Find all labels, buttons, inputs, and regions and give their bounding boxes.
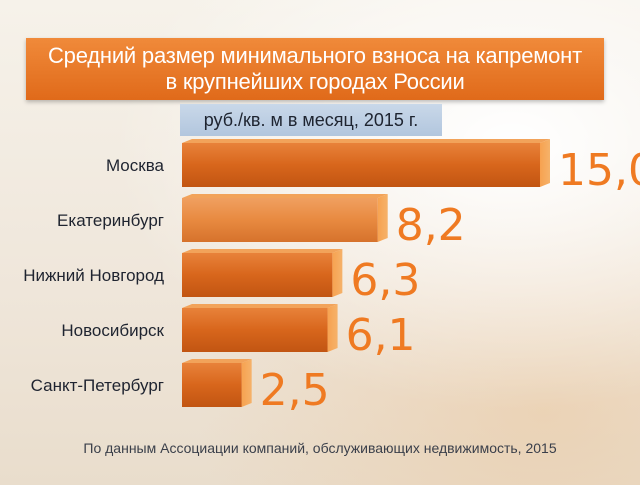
bar-top-face xyxy=(182,359,252,363)
category-label: Екатеринбург xyxy=(57,211,164,230)
value-label: 15,0 xyxy=(558,145,640,196)
bar xyxy=(182,253,333,297)
bar xyxy=(182,363,242,407)
category-label: Санкт-Петербург xyxy=(31,376,164,395)
bar xyxy=(182,308,328,352)
bar-row: Нижний Новгород 6,3 xyxy=(23,249,420,306)
value-label: 2,5 xyxy=(260,365,330,416)
bar-top-face xyxy=(182,194,388,198)
bar-side-face xyxy=(332,249,343,297)
bar-side-face xyxy=(241,359,252,407)
bar xyxy=(182,198,378,242)
chart-title: Средний размер минимального взноса на ка… xyxy=(26,38,604,100)
category-label: Нижний Новгород xyxy=(23,266,164,285)
category-label: Москва xyxy=(106,156,165,175)
bar-top-face xyxy=(182,139,550,143)
bar-row: Санкт-Петербург 2,5 xyxy=(31,359,330,416)
bar-top-face xyxy=(182,304,338,308)
bar-side-face xyxy=(540,139,550,187)
unit-label: руб./кв. м в месяц, 2015 г. xyxy=(180,104,442,136)
bar-top-face xyxy=(182,249,343,253)
source-note: По данным Ассоциации компаний, обслужива… xyxy=(83,440,557,456)
value-label: 8,2 xyxy=(396,200,466,251)
bar xyxy=(182,143,540,187)
chart-title-line-2: в крупнейших городах России xyxy=(165,69,465,94)
chart-title-line-1: Средний размер минимального взноса на ка… xyxy=(47,43,583,68)
value-label: 6,3 xyxy=(350,255,420,306)
bar-row: Москва 15,0 xyxy=(106,139,640,196)
value-label: 6,1 xyxy=(346,310,416,361)
bar-side-face xyxy=(377,194,388,242)
bar-row: Новосибирск 6,1 xyxy=(61,304,416,361)
category-label: Новосибирск xyxy=(61,321,164,340)
bar-row: Екатеринбург 8,2 xyxy=(57,194,466,251)
bar-side-face xyxy=(327,304,338,352)
